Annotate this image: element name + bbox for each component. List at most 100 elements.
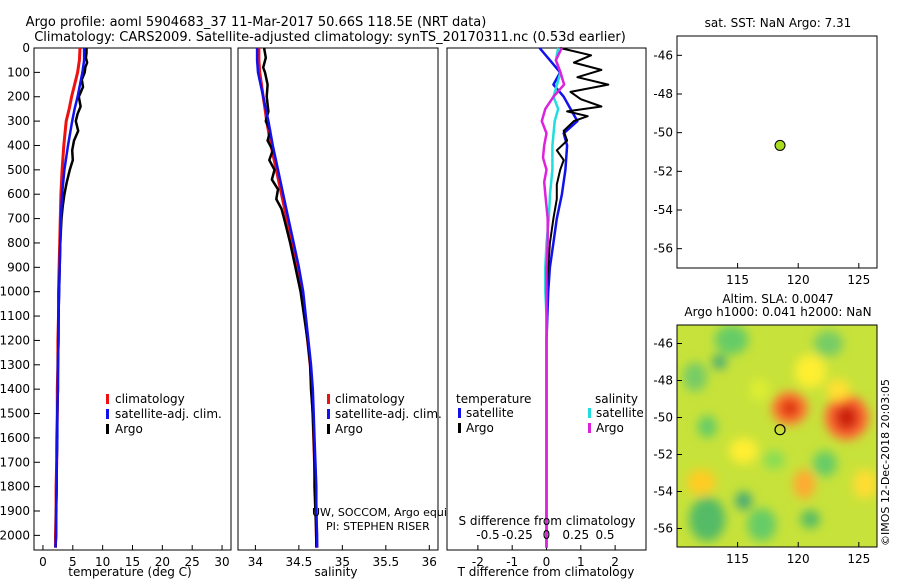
depth-tick-label: 200 (7, 90, 30, 104)
sla-anomaly-cell (712, 354, 727, 370)
legend-s-satellite-label: satellite (596, 406, 644, 420)
sla-anomaly-cell (689, 497, 726, 542)
sla-anomaly-cell (780, 399, 800, 418)
map-y-tick-label: -50 (653, 126, 673, 140)
salinity-x-axis: 34 34.5 35 35.5 36 (248, 545, 437, 569)
sst-profile-marker (774, 139, 786, 151)
s-diff-tick-label: -0.5 (476, 528, 499, 542)
depth-tick-label: 1900 (0, 504, 30, 518)
x-tick-label: 34.5 (286, 555, 313, 569)
s-diff-tick-label: 0.5 (595, 528, 614, 542)
t-difference-label: T difference from climatology (457, 565, 635, 579)
map-x-tick-label: 120 (787, 273, 810, 287)
salinity-satellite-line (255, 48, 319, 548)
depth-tick-label: 400 (7, 138, 30, 152)
legend-satellite-swatch (327, 409, 330, 419)
depth-axis: 0 100 200 300 400 500 600 700 800 900 1000 1100 1200… (0, 41, 452, 542)
legend-climatology-swatch (106, 394, 109, 404)
depth-tick-label: 1400 (0, 382, 30, 396)
sla-anomaly-cell (747, 508, 777, 542)
depth-tick-label: 700 (7, 212, 30, 226)
s-diff-tick-label: 0.25 (562, 528, 589, 542)
sla-anomaly-cell (683, 362, 708, 392)
map-x-tick-label: 115 (726, 273, 749, 287)
sst-map-panel: sat. SST: NaN Argo: 7.31 115 120 125 -46 -48… (653, 16, 878, 287)
x-tick-label: 10 (95, 555, 110, 569)
depth-tick-label: 0 (22, 41, 30, 55)
depth-tick-label: 1800 (0, 480, 30, 494)
legend-climatology-label: climatology (335, 392, 405, 406)
s-difference-axis: -0.5 -0.25 0 0.25 0.5 (476, 528, 614, 542)
sla-map-panel: Altim. SLA: 0.0047 Argo h1000: 0.041 h20… (653, 292, 892, 566)
depth-tick-label: 2000 (0, 528, 30, 542)
sla-anomaly-cell (697, 415, 717, 438)
legend-salinity-heading: salinity (595, 392, 638, 406)
sla-map-title-1: Altim. SLA: 0.0047 (722, 292, 833, 306)
map-y-tick-label: -48 (653, 87, 673, 101)
map-x-tick-label: 125 (847, 552, 870, 566)
map-y-tick-label: -52 (653, 448, 673, 462)
depth-tick-label: 1000 (0, 285, 30, 299)
x-tick-label: 5 (69, 555, 77, 569)
map-x-tick-label: 125 (847, 273, 870, 287)
x-tick-label: 30 (214, 555, 229, 569)
sla-anomaly-cell (735, 491, 753, 510)
map-y-tick-label: -52 (653, 164, 673, 178)
sla-map-frame (676, 324, 878, 548)
s-difference-label: S difference from climatology (459, 514, 636, 528)
title-line-1: Argo profile: aoml 5904683_37 11-Mar-201… (26, 15, 487, 30)
legend-s-argo-swatch (588, 423, 591, 433)
depth-tick-label: 1600 (0, 431, 30, 445)
map-y-tick-label: -54 (653, 485, 673, 499)
depth-tick-label: 1200 (0, 333, 30, 347)
difference-series (538, 47, 610, 548)
legend-argo-label: Argo (335, 422, 363, 436)
depth-tick-label: 1500 (0, 407, 30, 421)
sla-anomaly-cell (714, 325, 749, 355)
legend-climatology-label: climatology (115, 392, 185, 406)
x-tick-label: -2 (472, 555, 484, 569)
map-y-tick-label: -46 (653, 337, 673, 351)
sla-anomaly-cell (729, 437, 759, 464)
sla-profile-marker (774, 424, 786, 436)
temperature-panel: 0100200300400500600700800900100011001200… (0, 41, 452, 579)
imos-watermark: ©IMOS 12-Dec-2018 20:03:05 (879, 379, 892, 546)
salinity-legend: climatology satellite-adj. clim. Argo (327, 392, 442, 436)
salinity-series (255, 47, 319, 548)
map-y-tick-label: -46 (653, 48, 673, 62)
temperature-series (54, 47, 89, 548)
credit-line-2: PI: STEPHEN RISER (326, 520, 430, 533)
depth-tick-label: 600 (7, 187, 30, 201)
x-tick-label: 15 (125, 555, 140, 569)
sst-map-frame (676, 35, 878, 269)
s-diff-tick-label: 0 (543, 528, 551, 542)
sla-anomaly-cell (813, 330, 844, 357)
depth-tick-label: 100 (7, 65, 30, 79)
sla-anomaly-cell (794, 354, 827, 388)
legend-argo-swatch (106, 424, 109, 434)
title-line-2: Climatology: CARS2009. Satellite-adjuste… (34, 30, 626, 45)
legend-t-argo-swatch (458, 423, 461, 433)
salinity-x-label: salinity (314, 565, 357, 579)
legend-s-satellite-swatch (588, 408, 591, 418)
sla-map-title-2: Argo h1000: 0.041 h2000: NaN (684, 305, 871, 319)
temperature-legend: climatology satellite-adj. clim. Argo (106, 392, 222, 436)
temperature-x-label: temperature (deg C) (68, 565, 191, 579)
sst-map-axes: 115 120 125 -46 -48 -50 -52 -54 -56 (653, 48, 870, 287)
sla-anomaly-cell (763, 450, 785, 470)
legend-t-satellite-swatch (458, 408, 461, 418)
depth-tick-label: 1100 (0, 309, 30, 323)
legend-s-argo-label: Argo (596, 421, 624, 435)
legend-t-satellite-label: satellite (466, 406, 514, 420)
legend-satellite-swatch (106, 409, 109, 419)
sla-anomaly-cell (812, 450, 837, 477)
legend-temperature-heading: temperature (456, 392, 531, 406)
x-tick-label: 25 (185, 555, 200, 569)
x-tick-label: -1 (506, 555, 518, 569)
depth-tick-label: 300 (7, 114, 30, 128)
x-tick-label: 36 (422, 555, 437, 569)
legend-argo-label: Argo (115, 422, 143, 436)
sla-anomaly-cell (686, 469, 716, 496)
difference-x-axis: -2 -1 0 1 2 (472, 545, 619, 569)
x-tick-label: 1 (577, 555, 585, 569)
